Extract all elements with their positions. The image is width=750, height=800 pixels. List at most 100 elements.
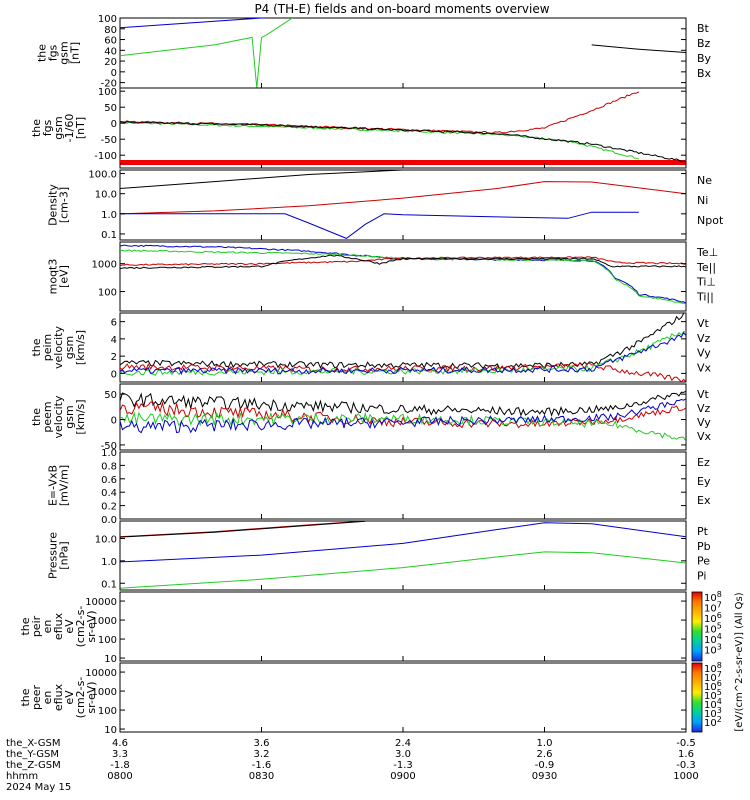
ephemeris-value: 3.0 (395, 749, 411, 760)
y-axis-label: E=-VxB (47, 465, 60, 506)
y-axis-label: (cm2-s- (74, 677, 87, 719)
y-axis-label: -1/60 (63, 114, 76, 143)
series-By-line (120, 121, 639, 160)
legend-Pi: Pi (697, 569, 706, 582)
ephemeris-table: the_X-GSM 4.6 3.6 2.4 1.0 -0.5 the_Y-GSM 3.3 3.2… (6, 738, 699, 793)
red-band (120, 160, 686, 165)
ephemeris-value: 3.6 (254, 738, 270, 749)
panel-8: 10000 1000 100 10 thepeirenefluxeV(cm2-s-sr-… (19, 591, 687, 665)
y-tick-label: 100 (98, 706, 117, 717)
series-Bx-line (120, 18, 269, 29)
panel-frame (119, 520, 687, 591)
series-Pt-line (120, 521, 366, 538)
y-tick-label: 10000 (85, 597, 117, 608)
y-axis-label: the (19, 617, 32, 635)
y-axis-label: en (41, 691, 54, 705)
y-axis-label: Density (47, 184, 60, 226)
panel-2: 100.0 10.0 1.0 0.1 Density[cm-3] Ne Ni Npot (47, 169, 724, 241)
colorbar-tick-label: 103 (704, 643, 722, 657)
ephemeris-value: -0.9 (535, 760, 555, 771)
y-axis-label: [nT] (69, 42, 82, 64)
legend-Vx: Vx (697, 361, 712, 374)
y-axis-label: [eV] (58, 265, 71, 288)
series-group (120, 170, 686, 239)
legend-Ne: Ne (697, 174, 712, 187)
date-label: 2024 May 15 (6, 782, 71, 793)
series-Npot-line (120, 211, 639, 239)
colorbar-tick-label: 108 (704, 590, 722, 604)
y-axis-label: (cm2-s- (74, 606, 87, 648)
ephemeris-value: 1.0 (537, 738, 553, 749)
legend-Bt: Bt (697, 22, 710, 35)
y-axis-label: eV (63, 690, 76, 705)
ephemeris-value: -1.3 (393, 760, 413, 771)
ephemeris-value: 1.6 (678, 749, 694, 760)
y-tick-label: 0 (111, 119, 117, 130)
series-group (120, 91, 686, 163)
y-axis-label: the (36, 44, 49, 62)
panel-3: 1000 100 moqt3[eV] Te⊥ Te|| Ti⊥Ti|| (47, 241, 718, 312)
y-tick-label: 10000 (85, 668, 117, 679)
y-tick-label: 4 (111, 335, 117, 346)
panel-border (119, 591, 687, 662)
ephemeris-value: 3.3 (112, 749, 128, 760)
legend-Bx: Bx (697, 67, 712, 80)
ephemeris-value: 0800 (107, 771, 132, 782)
series-Pi-line (120, 522, 686, 563)
y-axis-label: [km/s] (74, 399, 87, 434)
y-tick-label: 1000 (92, 260, 117, 271)
y-tick-label: 0 (111, 68, 117, 79)
y-tick-label: 10.0 (95, 534, 117, 545)
y-tick-label: 0.8 (101, 461, 117, 472)
series-group (120, 18, 686, 88)
legend-Bz: Bz (697, 37, 711, 50)
ephemeris-value: 1000 (673, 771, 698, 782)
y-tick-label: 0.4 (101, 488, 117, 499)
colorbar-tick-label: 108 (704, 661, 722, 675)
colorbar-tick-label: 106 (704, 611, 722, 625)
colorbar-tick-label: 107 (704, 670, 722, 684)
y-tick-label: 60 (104, 36, 117, 47)
legend-Ez: Ez (697, 456, 710, 469)
colorbar-tick-label: 103 (704, 706, 722, 720)
y-axis-label: velocity (52, 395, 65, 438)
y-tick-label: 100 (98, 635, 117, 646)
y-tick-label: 0.6 (101, 475, 117, 486)
series-group (120, 390, 686, 442)
y-tick-label: -50 (101, 135, 117, 146)
y-axis-label: eflux (52, 683, 65, 711)
y-tick-label: 80 (104, 25, 117, 36)
y-tick-label: 1.0 (101, 448, 117, 459)
legend-Vy: Vy (697, 347, 711, 360)
ephemeris-row-label: the_Z-GSM (6, 760, 61, 771)
y-axis-label: [nT] (74, 117, 87, 139)
ephemeris-row-label: the_Y-GSM (6, 749, 59, 760)
series-Vx-line (120, 331, 686, 376)
y-tick-label: 10 (104, 654, 117, 665)
y-axis-label: the (30, 408, 43, 426)
series-Vy-line (120, 411, 686, 442)
y-tick-label: 100 (98, 14, 117, 25)
series-group (120, 521, 686, 589)
legend-Vx: Vx (697, 430, 712, 443)
series-Bt-line (120, 121, 686, 163)
legend-Pb: Pb (697, 540, 711, 553)
series-Vz-line (120, 362, 686, 382)
y-axis-label: [km/s] (74, 330, 87, 365)
legend-Vt: Vt (697, 388, 710, 401)
colorbar-tick-label: 102 (704, 715, 722, 729)
y-tick-label: 0.0 (101, 515, 117, 526)
series-Vy-line (120, 331, 686, 376)
y-tick-label: 0.2 (101, 502, 117, 513)
panels-layer: 100806040200-20thefgsgsm[nT]BtBzByBx1005… (19, 14, 724, 736)
legend-Te: Te⊥ (696, 246, 718, 259)
legend-Pt: Pt (697, 525, 709, 538)
ephemeris-value: 3.2 (254, 749, 270, 760)
legend-Te: Te|| (696, 261, 716, 274)
legend-Ni: Ni (697, 194, 708, 207)
legend-Vz: Vz (697, 402, 711, 415)
y-tick-label: 0.1 (101, 230, 117, 241)
panel-frame (119, 451, 687, 520)
y-tick-label: -20 (101, 79, 117, 90)
